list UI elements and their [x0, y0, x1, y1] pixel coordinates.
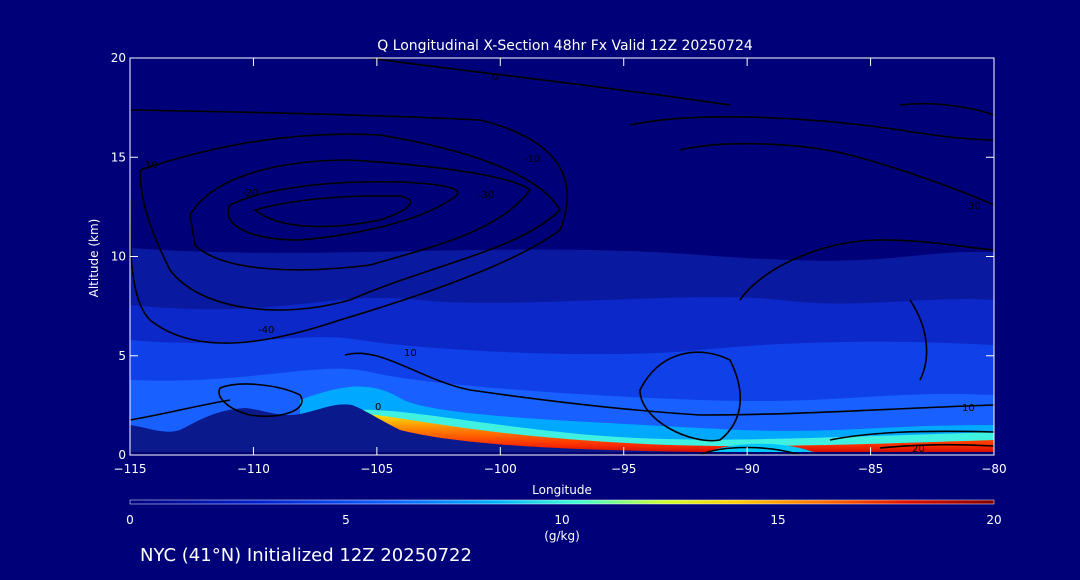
contour-label: -30 [478, 190, 494, 201]
y-tick-label: 20 [111, 51, 126, 65]
moisture-field [130, 58, 994, 455]
colorbar-tick-label: 0 [126, 513, 134, 527]
colorbar-tick-label: 10 [554, 513, 569, 527]
contour-label: 0 [375, 402, 381, 413]
colorbar-tick-label: 15 [770, 513, 785, 527]
y-tick-label: 10 [111, 250, 126, 264]
colorbar-axis: 0 5 10 15 20 [126, 513, 1001, 527]
y-tick-label: 0 [118, 448, 126, 462]
y-tick-label: 5 [118, 349, 126, 363]
colorbar-tick-label: 20 [986, 513, 1001, 527]
contour-label: -20 [242, 188, 258, 199]
contour-label: 10 [145, 160, 158, 171]
contour-label: 30 [968, 201, 981, 212]
x-tick-label: −105 [360, 462, 393, 476]
x-tick-label: −95 [611, 462, 636, 476]
x-axis-label: Longitude [532, 483, 592, 497]
x-tick-label: −80 [981, 462, 1006, 476]
contour-label: -40 [258, 325, 274, 336]
contour-label-group: 0 10 -10 -20 -30 -40 10 0 10 20 30 [145, 72, 981, 455]
colorbar [129, 499, 995, 505]
contour-label: 10 [404, 348, 417, 359]
x-tick-label: −85 [858, 462, 883, 476]
x-tick-label: −115 [114, 462, 147, 476]
y-tick-label: 15 [111, 150, 126, 164]
chart-title: Q Longitudinal X-Section 48hr Fx Valid 1… [377, 38, 753, 54]
contour-label: 10 [962, 403, 975, 414]
colorbar-label: (g/kg) [544, 529, 580, 543]
y-axis-label: Altitude (km) [87, 219, 101, 298]
x-axis: −115 −110 −105 −100 −95 −90 −85 −80 [114, 58, 1007, 476]
x-tick-label: −90 [734, 462, 759, 476]
contour-label: -10 [524, 154, 540, 165]
y-axis: 0 5 10 15 20 [111, 51, 994, 462]
contour-label: 0 [492, 72, 498, 83]
station-footer: NYC (41°N) Initialized 12Z 20250722 [140, 545, 472, 566]
x-tick-label: −110 [237, 462, 270, 476]
colorbar-tick-label: 5 [342, 513, 350, 527]
contour-lines [130, 58, 994, 455]
x-tick-label: −100 [484, 462, 517, 476]
contour-label: 20 [912, 444, 925, 455]
